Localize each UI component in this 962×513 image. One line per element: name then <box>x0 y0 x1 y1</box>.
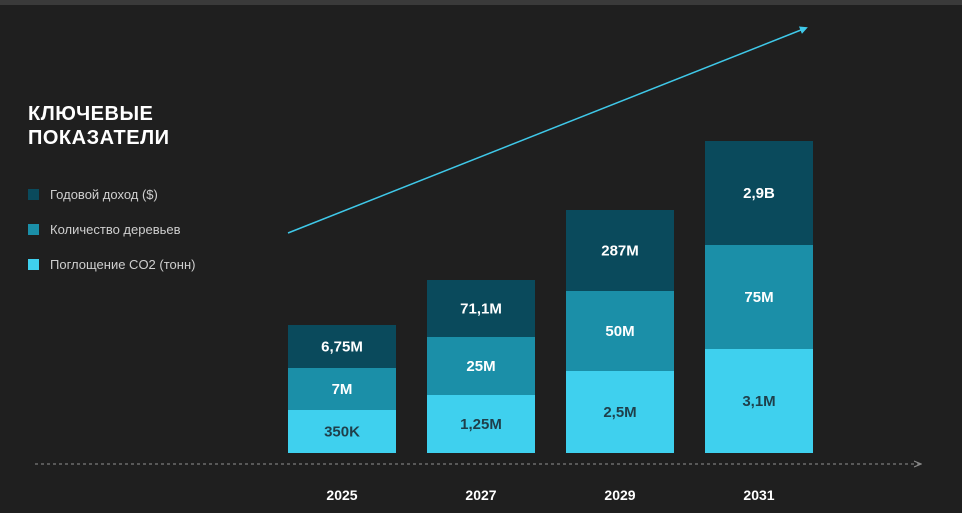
title-line-1: КЛЮЧЕВЫЕ <box>28 103 154 125</box>
top-bar <box>0 0 962 5</box>
bar-segment-trees-2029 <box>566 291 674 371</box>
data-label-co2-2025: 350K <box>324 424 360 441</box>
legend-item-trees: Количество деревьев <box>28 221 195 238</box>
trend-arrow <box>287 26 808 234</box>
data-label-trees-2029: 50M <box>605 323 634 340</box>
x-tick-label-2031: 2031 <box>743 487 774 503</box>
data-label-revenue-2027: 71,1M <box>460 301 502 318</box>
data-label-co2-2031: 3,1M <box>742 393 775 410</box>
data-label-revenue-2031: 2,9B <box>743 185 775 202</box>
legend-item-revenue: Годовой доход ($) <box>28 186 195 203</box>
data-label-trees-2025: 7M <box>332 381 353 398</box>
data-label-revenue-2029: 287M <box>601 243 639 260</box>
bar-segment-trees-2025 <box>288 368 396 410</box>
bar-segment-revenue-2027 <box>427 280 535 337</box>
title-line-2: ПОКАЗАТЕЛИ <box>28 127 170 149</box>
x-tick-label-2025: 2025 <box>326 487 357 503</box>
page-title: КЛЮЧЕВЫЕ ПОКАЗАТЕЛИ <box>28 102 170 150</box>
x-tick-label-2027: 2027 <box>465 487 496 503</box>
legend: Годовой доход ($) Количество деревьев По… <box>28 186 195 291</box>
legend-label-co2: Поглощение CO2 (тонн) <box>50 257 196 272</box>
legend-swatch-co2 <box>28 259 39 270</box>
legend-label-revenue: Годовой доход ($) <box>50 187 158 202</box>
bar-segment-revenue-2031 <box>705 141 813 245</box>
data-label-co2-2027: 1,25M <box>460 416 502 433</box>
data-label-revenue-2025: 6,75M <box>321 339 363 356</box>
data-label-trees-2031: 75M <box>744 289 773 306</box>
bar-segment-revenue-2025 <box>288 325 396 368</box>
x-tick-label-2029: 2029 <box>604 487 635 503</box>
data-label-co2-2029: 2,5M <box>603 404 636 421</box>
bar-segment-trees-2027 <box>427 337 535 395</box>
bar-segment-co2-2029 <box>566 371 674 453</box>
legend-item-co2: Поглощение CO2 (тонн) <box>28 256 195 273</box>
bar-segment-co2-2027 <box>427 395 535 453</box>
bar-segment-trees-2031 <box>705 245 813 349</box>
legend-label-trees: Количество деревьев <box>50 222 181 237</box>
bar-segment-co2-2031 <box>705 349 813 453</box>
bars-group: 350K 7M 6,75M 2025 1,25M 25M 71,1M 2027 2,5M 50M 2… <box>288 141 813 503</box>
bar-segment-co2-2025 <box>288 410 396 453</box>
legend-swatch-revenue <box>28 189 39 200</box>
data-label-trees-2027: 25M <box>466 358 495 375</box>
bar-segment-revenue-2029 <box>566 210 674 291</box>
legend-swatch-trees <box>28 224 39 235</box>
